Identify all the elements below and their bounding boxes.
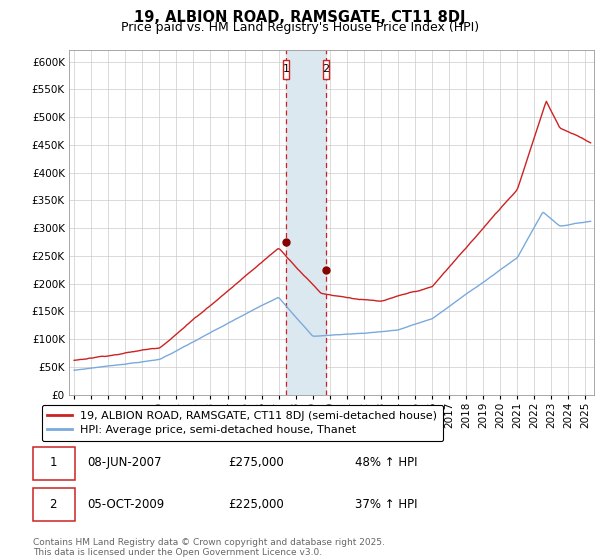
Text: 37% ↑ HPI: 37% ↑ HPI — [355, 497, 418, 511]
Legend: 19, ALBION ROAD, RAMSGATE, CT11 8DJ (semi-detached house), HPI: Average price, s: 19, ALBION ROAD, RAMSGATE, CT11 8DJ (sem… — [41, 405, 443, 441]
Text: 1: 1 — [283, 64, 290, 74]
Text: 05-OCT-2009: 05-OCT-2009 — [88, 497, 165, 511]
Text: 08-JUN-2007: 08-JUN-2007 — [88, 456, 162, 469]
FancyBboxPatch shape — [34, 447, 75, 480]
FancyBboxPatch shape — [34, 488, 75, 521]
Text: 19, ALBION ROAD, RAMSGATE, CT11 8DJ: 19, ALBION ROAD, RAMSGATE, CT11 8DJ — [134, 10, 466, 25]
Text: Price paid vs. HM Land Registry's House Price Index (HPI): Price paid vs. HM Land Registry's House … — [121, 21, 479, 34]
Text: 48% ↑ HPI: 48% ↑ HPI — [355, 456, 418, 469]
Text: £275,000: £275,000 — [228, 456, 284, 469]
FancyBboxPatch shape — [323, 60, 329, 79]
Bar — [286, 50, 326, 395]
Text: 2: 2 — [49, 497, 57, 511]
Text: Contains HM Land Registry data © Crown copyright and database right 2025.
This d: Contains HM Land Registry data © Crown c… — [33, 538, 385, 557]
Text: £225,000: £225,000 — [228, 497, 284, 511]
Text: 2: 2 — [322, 64, 329, 74]
FancyBboxPatch shape — [283, 60, 289, 79]
Text: 1: 1 — [49, 456, 57, 469]
